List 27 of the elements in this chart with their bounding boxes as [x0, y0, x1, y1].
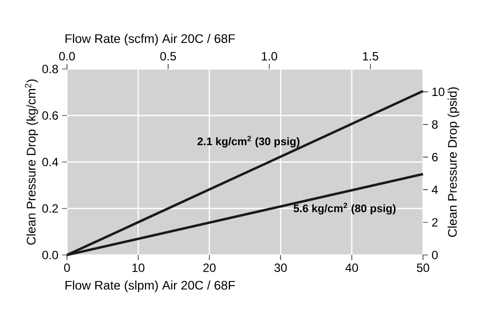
y2-tick-label: 6	[432, 152, 438, 162]
x-tick-label: 30	[274, 264, 287, 272]
y-tick-label: 0.2	[42, 204, 58, 213]
x-tick-label: 50	[416, 264, 430, 272]
x2-tick-label: 0.5	[160, 52, 176, 60]
x-tick-label: 20	[203, 264, 216, 272]
y2-tick-label: 0	[432, 250, 438, 260]
y2-axis-title: Clean Pressure Drop (psid)	[448, 87, 460, 237]
y-axis-title: Clean Pressure Drop (kg/cm$^{2}$)	[25, 79, 38, 245]
series-label: 5.6 kg/cm$^{2}$ (80 psig)	[294, 202, 396, 214]
x-tick-label: 0	[64, 264, 70, 272]
y2-tick-label: 4	[432, 186, 438, 194]
y2-tick-label: 10	[432, 88, 444, 96]
x2-tick-label: 1.5	[363, 52, 378, 60]
x2-tick-label: 1.0	[262, 52, 278, 60]
y-tick-label: 0.6	[42, 111, 58, 120]
y-tick-label: 0.8	[42, 64, 58, 74]
y2-tick-label: 2	[432, 218, 438, 227]
x-tick-label: 10	[132, 264, 144, 272]
y-tick-label: 0.4	[42, 158, 58, 166]
series-label: 2.1 kg/cm$^{2}$ (30 psig)	[198, 136, 300, 148]
y-tick-label: 0.0	[42, 250, 58, 260]
y2-tick-label: 8	[432, 120, 438, 129]
x-axis-title: Flow Rate (slpm) Air 20C / 68F	[66, 280, 235, 292]
x-tick-label: 40	[345, 264, 358, 272]
x2-axis-title: Flow Rate (scfm) Air 20C / 68F	[66, 34, 235, 46]
x2-tick-label: 0.0	[59, 52, 75, 60]
